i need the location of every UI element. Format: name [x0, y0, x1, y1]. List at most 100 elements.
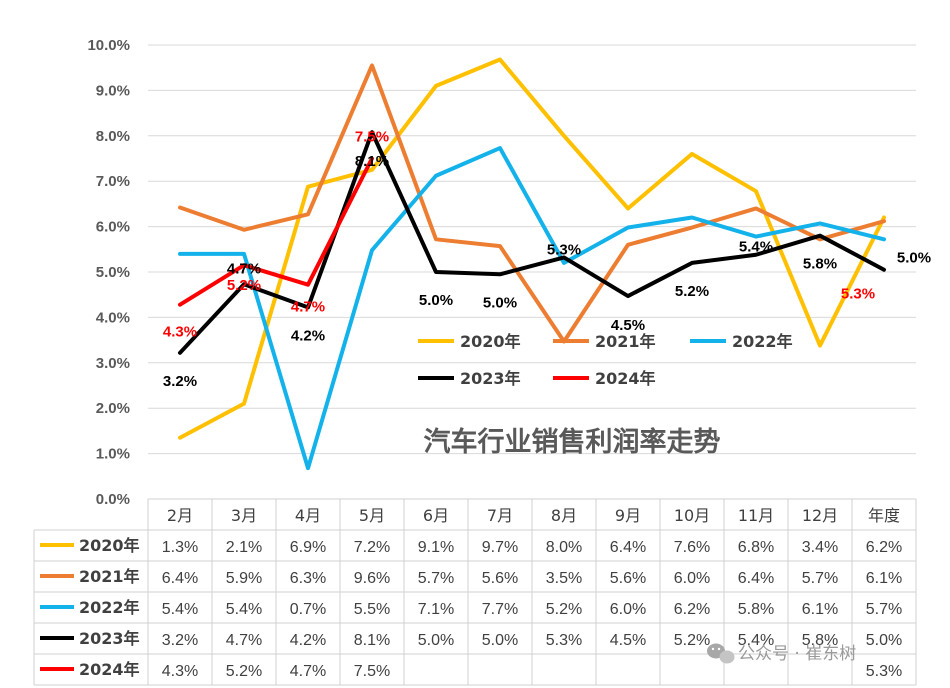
table-cell: 8.1%: [354, 632, 390, 649]
chart-title: 汽车行业销售利润率走势: [424, 426, 721, 458]
table-header-cell: 11月: [738, 506, 774, 525]
legend-label: 2023年: [460, 369, 521, 388]
table-header-cell: 10月: [674, 506, 710, 525]
table-cell: 4.3%: [162, 663, 198, 680]
table-cell: 5.4%: [162, 601, 198, 618]
table-cell: 4.5%: [610, 632, 646, 649]
table-cell: 5.9%: [226, 570, 262, 587]
y-tick-label: 1.0%: [96, 446, 130, 463]
data-label-2024年: 5.2%: [227, 277, 261, 294]
table-cell: 6.2%: [674, 601, 710, 618]
table-header-cell: 6月: [423, 506, 449, 525]
chart-title-group: 汽车行业销售利润率走势: [424, 426, 721, 458]
wechat-icon: [707, 643, 735, 664]
table-cell: 3.5%: [546, 570, 582, 587]
table-cell: 5.3%: [546, 632, 582, 649]
data-label-2023年: 5.0%: [897, 250, 931, 267]
series-line-2021年: [178, 63, 886, 344]
table-cell: 6.3%: [290, 570, 326, 587]
y-tick-label: 10.0%: [87, 37, 130, 54]
table-row-label: 2020年: [79, 536, 140, 555]
table-cell: 7.5%: [354, 663, 390, 680]
table-header-cell: 3月: [231, 506, 257, 525]
table-header-cell: 9月: [615, 506, 641, 525]
table-cell: 5.2%: [674, 632, 710, 649]
table-cell: 5.0%: [418, 632, 454, 649]
table-header-cell: 4月: [295, 506, 321, 525]
table-cell: 9.7%: [482, 539, 518, 556]
table-cell: 7.2%: [354, 539, 390, 556]
y-tick-label: 6.0%: [96, 219, 130, 236]
table-row-label: 2024年: [79, 660, 140, 679]
y-tick-label: 3.0%: [96, 355, 130, 372]
table-cell: 9.1%: [418, 539, 454, 556]
table-cell: 2.1%: [226, 539, 262, 556]
data-label-2023年: 8.1%: [355, 153, 389, 170]
series-line-2022年: [178, 146, 886, 471]
data-label-2023年: 5.0%: [483, 294, 517, 311]
y-tick-label: 8.0%: [96, 128, 130, 145]
table-cell: 5.2%: [546, 601, 582, 618]
table-cell: 7.7%: [482, 601, 518, 618]
table-cell: 6.1%: [802, 601, 838, 618]
table-cell: 5.8%: [738, 601, 774, 618]
table-cell: 6.4%: [162, 570, 198, 587]
table-cell: 5.7%: [418, 570, 454, 587]
table-cell: 4.2%: [290, 632, 326, 649]
table-cell: 5.7%: [866, 601, 902, 618]
table-cell: 5.6%: [482, 570, 518, 587]
table-cell: 4.7%: [226, 632, 262, 649]
table-cell: 8.0%: [546, 539, 582, 556]
table-header-cell: 2月: [167, 506, 193, 525]
table-cell: 5.6%: [610, 570, 646, 587]
table-cell: 6.9%: [290, 539, 326, 556]
table-cell: 6.0%: [610, 601, 646, 618]
table-cell: 5.4%: [226, 601, 262, 618]
data-label-2024年: 4.7%: [291, 299, 325, 316]
series-line-2020年: [178, 57, 886, 440]
table-header-cell: 12月: [802, 506, 838, 525]
legend-label: 2024年: [595, 369, 656, 388]
y-tick-label: 0.0%: [96, 491, 130, 508]
legend-label: 2021年: [595, 332, 656, 351]
table-cell: 7.1%: [418, 601, 454, 618]
y-tick-label: 4.0%: [96, 309, 130, 326]
legend: 2020年 2021年 2022年 2023年 2024年: [418, 332, 793, 388]
table-header-cell: 8月: [551, 506, 577, 525]
table-cell: 6.2%: [866, 539, 902, 556]
y-tick-label: 9.0%: [96, 82, 130, 99]
data-label-2024年: 7.5%: [355, 129, 389, 146]
legend-label: 2022年: [732, 332, 793, 351]
table-cell: 7.6%: [674, 539, 710, 556]
table-cell: 5.8%: [802, 632, 838, 649]
series-lines: [178, 57, 886, 471]
table-header-cell: 7月: [487, 506, 513, 525]
data-table: 2月 3月 4月 5月 6月 7月 8月 9月 10月 11月 12月 年度 2020年 1.3% 2.1%…: [33, 498, 917, 686]
table-row-label: 2022年: [79, 598, 140, 617]
data-label-2023年: 4.2%: [291, 327, 325, 344]
data-label-2023年: 4.7%: [227, 260, 261, 277]
table-cell: 0.7%: [290, 601, 326, 618]
table-cell: 5.2%: [226, 663, 262, 680]
table-cell: 1.3%: [162, 539, 198, 556]
table-cell: 5.0%: [482, 632, 518, 649]
table-cell: 3.4%: [802, 539, 838, 556]
legend-label: 2020年: [460, 332, 521, 351]
data-label-2023年: 4.5%: [611, 317, 645, 334]
table-row-label: 2021年: [79, 567, 140, 586]
table-header-cell: 5月: [359, 506, 385, 525]
table-cell: 3.2%: [162, 632, 198, 649]
data-label-2024年: 4.3%: [163, 324, 197, 341]
table-cell: 9.6%: [354, 570, 390, 587]
table-cell: 6.4%: [738, 570, 774, 587]
table-cell: 6.1%: [866, 570, 902, 587]
table-cell: 5.4%: [738, 632, 774, 649]
table-cell: 4.7%: [290, 663, 326, 680]
table-header-cell: 年度: [868, 506, 900, 525]
data-label-2024年: 5.3%: [841, 286, 875, 303]
table-cell: 6.4%: [610, 539, 646, 556]
series-line-2023年: [178, 130, 886, 355]
data-label-2023年: 5.8%: [803, 256, 837, 273]
